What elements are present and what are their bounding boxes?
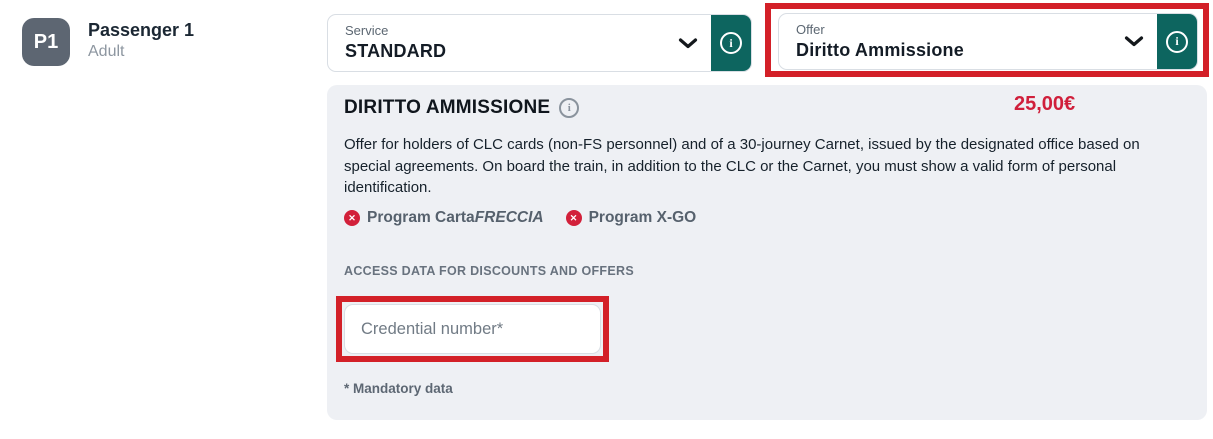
credential-input-highlight-box	[336, 296, 609, 362]
offer-price: 25,00€	[1014, 93, 1076, 115]
service-select-text: Service STANDARD	[328, 15, 665, 71]
program-xgo-item: ✕ Program X-GO	[565, 209, 697, 227]
program-cartafreccia-item: ✕ Program CartaFRECCIA	[344, 209, 544, 227]
offer-description: Offer for holders of CLC cards (non-FS p…	[344, 136, 1140, 196]
x-circle-icon: ✕	[565, 210, 582, 226]
info-icon: i	[720, 32, 742, 54]
offer-details-panel: DIRITTO AMMISSIONE i 25,00€ Offer for ho…	[327, 85, 1207, 420]
excluded-programs-row: ✕ Program CartaFRECCIA ✕ Program X-GO	[344, 209, 696, 227]
access-data-heading: ACCESS DATA FOR DISCOUNTS AND OFFERS	[344, 264, 634, 278]
offer-select-value: Diritto Ammissione	[796, 40, 964, 60]
passenger-name: Passenger 1	[88, 20, 195, 40]
service-select[interactable]: Service STANDARD i	[327, 14, 752, 72]
offer-select-label: Offer	[796, 22, 825, 37]
chevron-down-icon	[665, 15, 711, 71]
service-select-label: Service	[345, 23, 389, 38]
offer-info-button[interactable]: i	[1157, 14, 1197, 69]
program-xgo-label: Program X-GO	[588, 209, 697, 226]
info-icon: i	[1166, 30, 1188, 53]
mandatory-data-note: * Mandatory data	[344, 381, 453, 396]
offer-title: DIRITTO AMMISSIONE	[344, 97, 551, 118]
offer-select-text: Offer Diritto Ammissione	[779, 14, 1111, 69]
program-cartafreccia-label: Program CartaFRECCIA	[367, 209, 544, 226]
offer-title-info-icon[interactable]: i	[559, 98, 580, 118]
service-info-button[interactable]: i	[711, 15, 751, 71]
x-circle-icon: ✕	[344, 210, 360, 226]
credential-number-input[interactable]	[344, 304, 601, 354]
passenger-badge: P1	[22, 18, 70, 66]
offer-select[interactable]: Offer Diritto Ammissione i	[778, 13, 1198, 70]
offer-select-highlight-box: Offer Diritto Ammissione i	[765, 3, 1209, 77]
offer-title-row: DIRITTO AMMISSIONE i	[344, 97, 580, 119]
chevron-down-icon	[1111, 14, 1157, 69]
service-select-value: STANDARD	[345, 41, 447, 61]
passenger-type: Adult	[88, 43, 125, 60]
